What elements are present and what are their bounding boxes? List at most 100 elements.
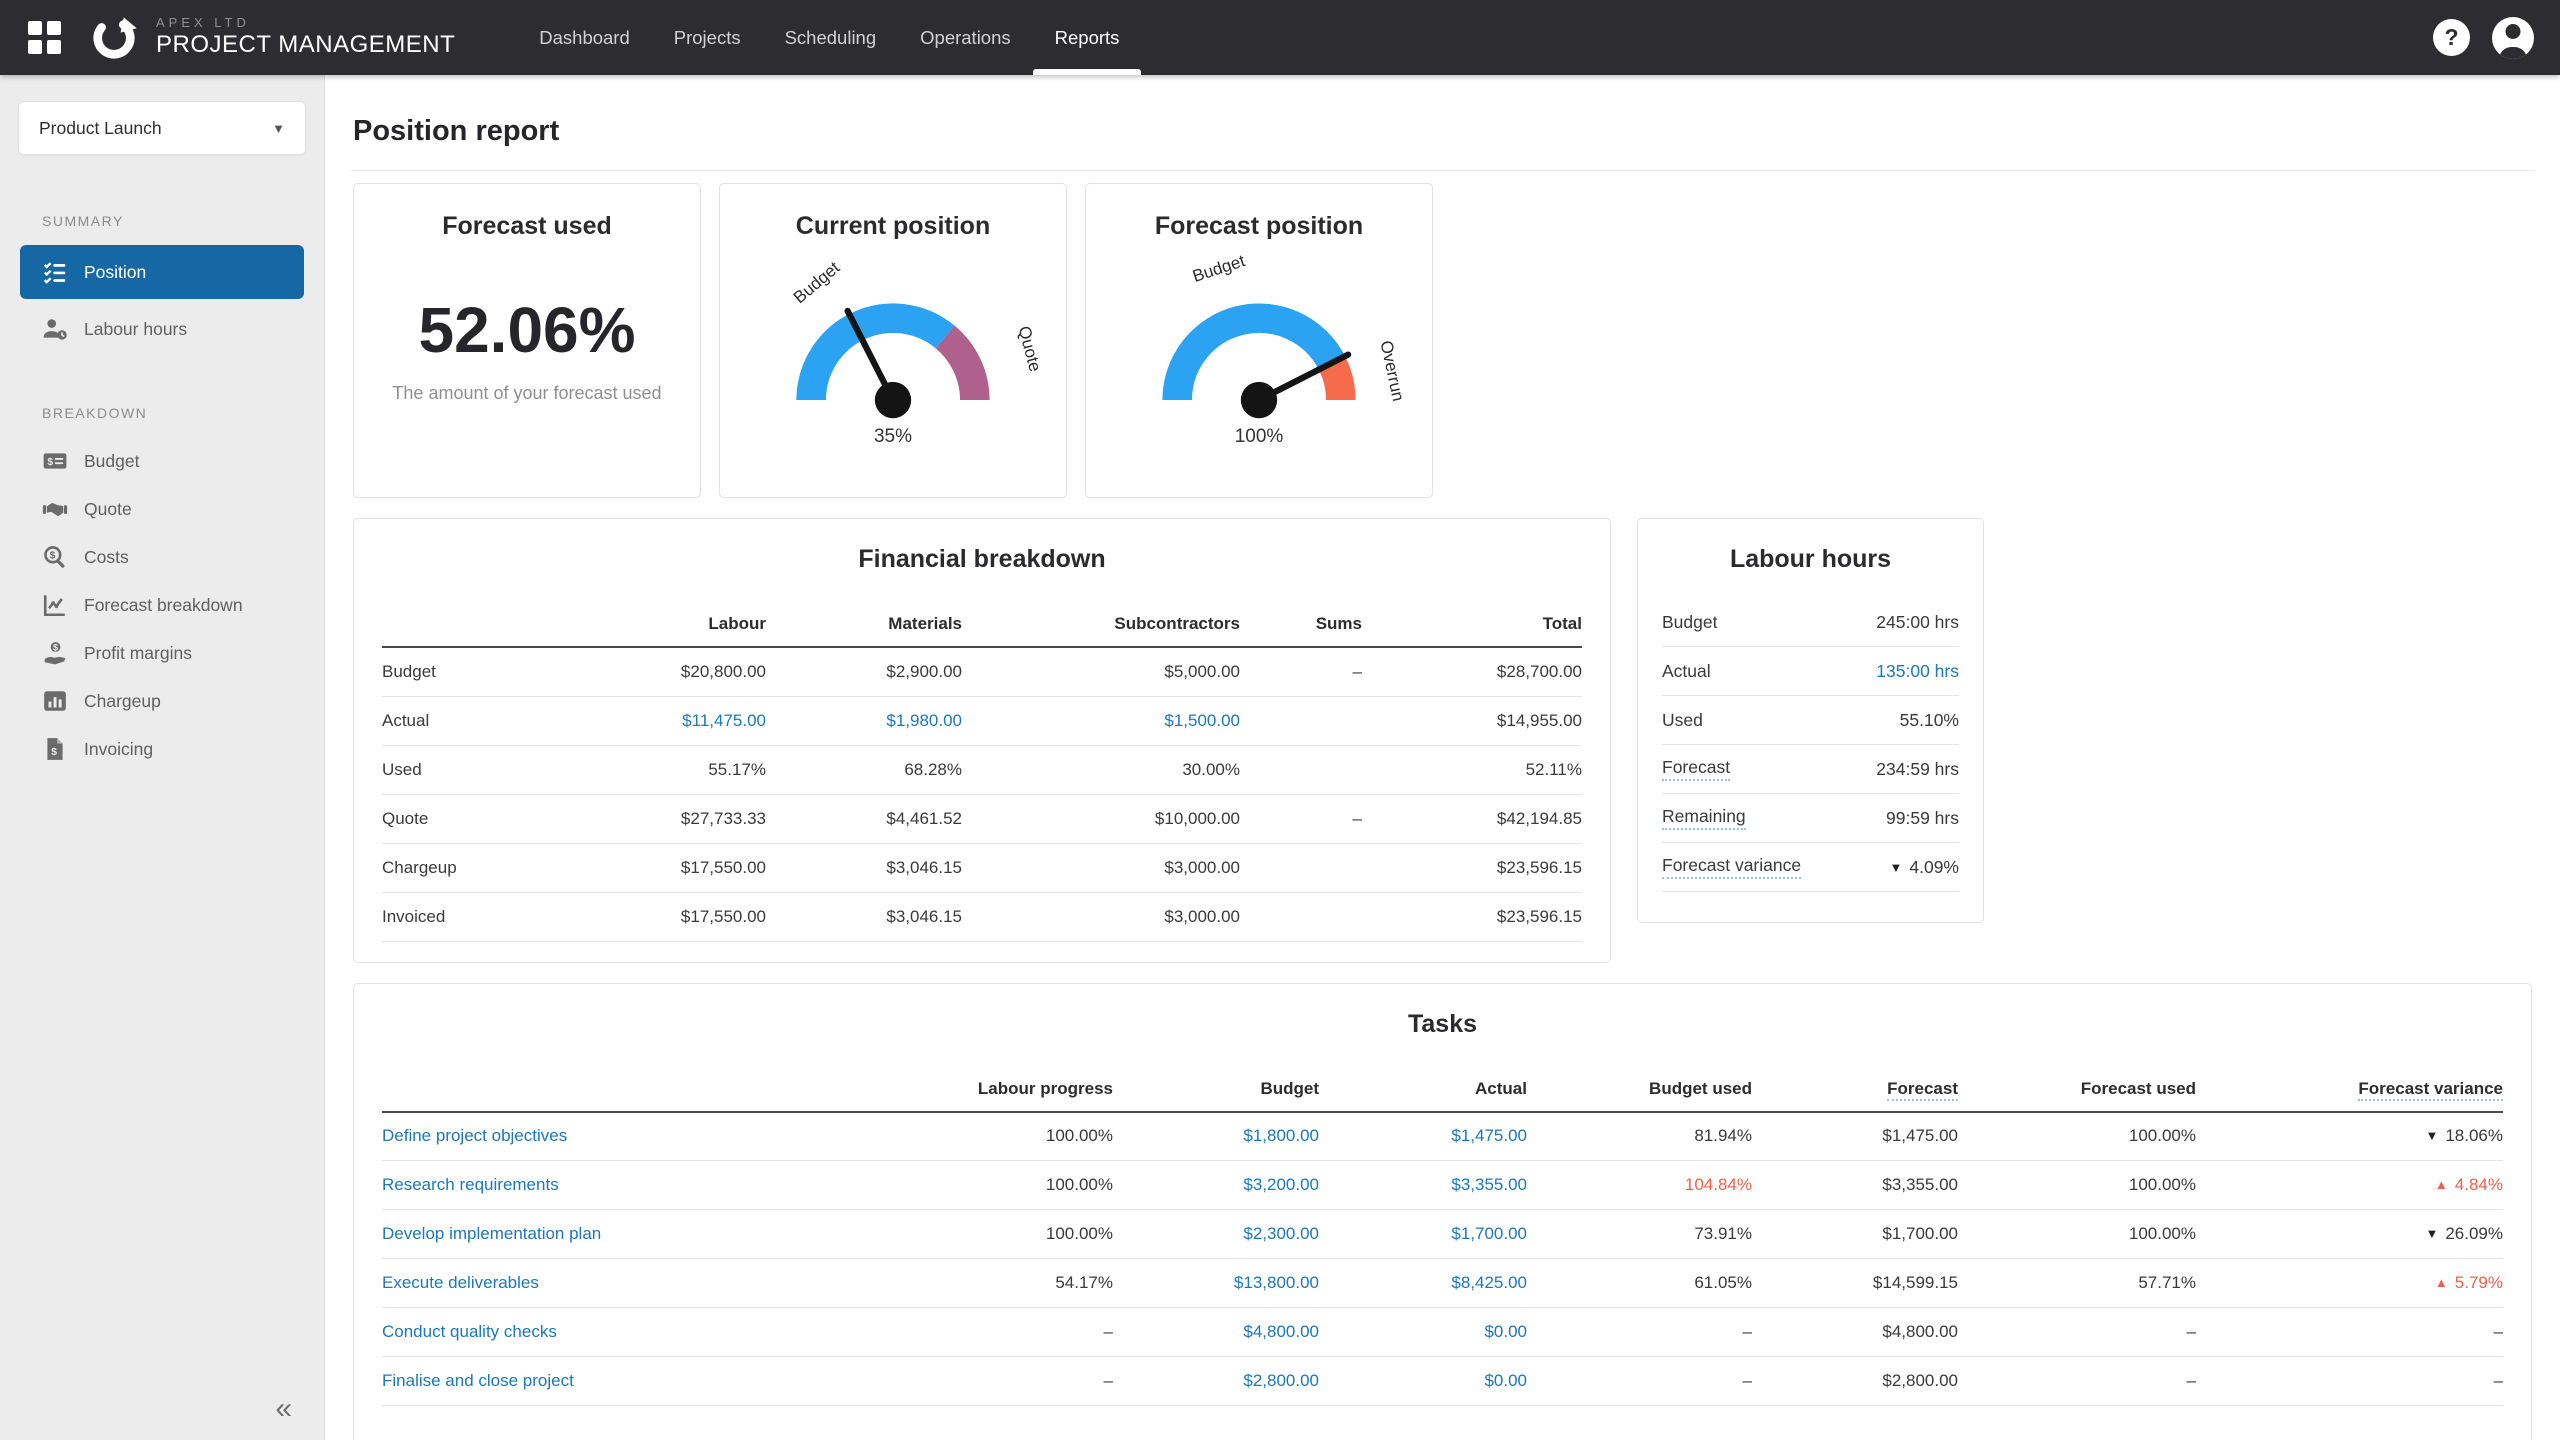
labour-hours-row-forecast-variance: Forecast variance ▼ 4.09% [1662,843,1959,892]
task-cell-actual[interactable]: $1,475.00 [1451,1126,1527,1146]
tasks-table-head: Labour progress Budget Actual Budget used Fo… [382,1064,2503,1113]
user-avatar-icon[interactable] [2492,16,2534,59]
financial-cell-used-labour: 55.17% [708,759,766,779]
nav-tab-reports[interactable]: Reports [1032,0,1142,75]
task-cell-forecast-used: 100.00% [2128,1224,2196,1243]
sidebar-item-chargeup[interactable]: Chargeup [0,677,324,725]
task-cell-actual[interactable]: $1,700.00 [1451,1224,1527,1243]
task-cell-budget[interactable]: $2,300.00 [1243,1224,1319,1243]
financial-row-label: Quote [382,794,566,844]
sidebar-item-labour-hours[interactable]: Labour hours [0,305,324,353]
sidebar-item-budget[interactable]: $ Budget [0,437,324,485]
task-cell-forecast: $2,800.00 [1882,1371,1958,1390]
tasks-row-finalise-and-close-project: Finalise and close project – $2,800.00 $0.0… [382,1356,2503,1406]
tasks-title: Tasks [1407,1009,1478,1038]
labour-hours-row-used: Used 55.10% [1662,696,1959,745]
tasks-col-budget: Budget [1113,1064,1319,1113]
project-selector[interactable]: Product Launch ▼ [18,101,306,155]
task-cell-labour-progress: 100.00% [1045,1175,1113,1194]
tasks-col-forecast-used: Forecast used [1958,1064,2196,1113]
tasks-col-label: Actual [1475,1078,1527,1098]
task-cell-forecast-used: – [2186,1322,2196,1341]
financial-cell-budget-sums: – [1352,661,1362,681]
top-navbar: APEX LTD PROJECT MANAGEMENT Dashboard Pro… [0,0,2560,75]
avatar-head [2505,23,2521,39]
task-cell-actual[interactable]: $0.00 [1484,1322,1527,1341]
labour-hours-card: Labour hours Budget 245:00 hrs Actual 135:0… [1637,518,1984,923]
financial-cell-invoiced-materials: $3,046.15 [886,906,962,926]
sidebar-item-quote[interactable]: Quote [0,485,324,533]
tasks-col-label: Forecast used [2080,1078,2196,1098]
nav-tab-scheduling[interactable]: Scheduling [784,26,877,48]
sidebar-section-summary: SUMMARY [42,213,124,229]
financial-col-subcontractors: Subcontractors [962,600,1240,648]
labour-hours-row-value: 99:59 hrs [1886,808,1959,829]
task-cell-forecast-used: 100.00% [2128,1175,2196,1194]
task-name-link[interactable]: Execute deliverables [382,1273,539,1292]
task-cell-budget[interactable]: $2,800.00 [1243,1371,1319,1390]
financial-cell-actual-subcontractors[interactable]: $1,500.00 [1164,710,1240,730]
financial-cell-actual-materials[interactable]: $1,980.00 [886,710,962,730]
labour-hours-value-text: 4.09% [1909,856,1959,877]
tasks-col-task-name [382,1064,813,1113]
sidebar-item-position[interactable]: Position [20,245,304,299]
task-cell-forecast: $4,800.00 [1882,1322,1958,1341]
task-name-link[interactable]: Research requirements [382,1175,559,1194]
labour-hours-value-text[interactable]: 135:00 hrs [1876,660,1959,681]
financial-cell-budget-materials: $2,900.00 [886,661,962,681]
financial-row-label: Budget [382,647,566,697]
nav-tab-dashboard[interactable]: Dashboard [539,26,630,48]
task-name-link[interactable]: Define project objectives [382,1126,568,1146]
financial-cell-used-subcontractors: 30.00% [1182,759,1240,779]
task-name-link[interactable]: Conduct quality checks [382,1322,557,1341]
sidebar-item-forecast-breakdown[interactable]: Forecast breakdown [0,581,324,629]
task-cell-forecast: $1,700.00 [1882,1224,1958,1243]
financial-cell-used-total: 52.11% [1525,759,1582,779]
task-cell-actual[interactable]: $8,425.00 [1451,1273,1527,1292]
variance-up-icon: ▲ [2434,1177,2448,1192]
sidebar-item-invoicing[interactable]: $ Invoicing [0,725,324,773]
financial-cell-invoiced-total: $23,596.15 [1496,906,1582,926]
labour-hours-row-value: 234:59 hrs [1876,759,1959,780]
task-cell-labour-progress: – [1103,1322,1113,1341]
tasks-table: Labour progress Budget Actual Budget used Fo… [382,1064,2503,1406]
task-cell-budget-used: 61.05% [1694,1273,1752,1292]
task-cell-budget[interactable]: $13,800.00 [1233,1273,1319,1292]
labour-hours-value-text: 55.10% [1899,709,1959,730]
sidebar-item-profit-margins[interactable]: $ Profit margins [0,629,324,677]
middle-row: Financial breakdown Labour Materials Subco… [353,518,2532,963]
task-cell-budget[interactable]: $1,800.00 [1243,1126,1319,1146]
labour-hours-row-label: Budget [1662,611,1718,632]
task-cell-actual[interactable]: $3,355.00 [1451,1175,1527,1194]
financial-row-label: Chargeup [382,843,566,893]
nav-tab-operations[interactable]: Operations [920,26,1011,48]
task-cell-actual[interactable]: $0.00 [1484,1371,1527,1390]
sidebar-collapse-button[interactable]: « [275,1392,292,1425]
sidebar-item-costs[interactable]: $ Costs [0,533,324,581]
task-cell-budget-used: 104.84% [1684,1175,1752,1194]
task-cell-labour-progress: 100.00% [1045,1224,1113,1243]
task-cell-budget[interactable]: $4,800.00 [1243,1322,1319,1341]
financial-cell-actual-labour[interactable]: $11,475.00 [682,710,766,730]
task-cell-forecast-variance: 18.06% [2445,1126,2503,1146]
svg-text:$: $ [51,747,57,758]
task-name-link[interactable]: Finalise and close project [382,1371,574,1390]
financial-table-head: Labour Materials Subcontractors Sums Total [382,600,1582,648]
task-cell-labour-progress: 100.00% [1045,1126,1113,1146]
task-cell-forecast-variance: 5.79% [2454,1273,2503,1292]
gauge-forecast-mount [1134,275,1384,419]
app-grid-icon[interactable] [28,20,62,55]
financial-row-budget: Budget $20,800.00 $2,900.00 $5,000.00 – $28,7… [382,647,1582,697]
task-name-link[interactable]: Develop implementation plan [382,1224,602,1243]
help-icon[interactable]: ? [2433,19,2470,56]
financial-breakdown-card: Financial breakdown Labour Materials Subco… [353,518,1611,963]
tasks-row-develop-implementation-plan: Develop implementation plan 100.00% $2,300… [382,1209,2503,1259]
brand-company: APEX LTD [156,15,250,31]
forecast-position-gauge: Budget Overrun [1134,251,1407,419]
task-cell-forecast-used: – [2186,1371,2196,1390]
task-cell-budget[interactable]: $3,200.00 [1243,1175,1319,1194]
nav-tab-projects[interactable]: Projects [673,26,741,48]
task-cell-forecast-variance: – [2493,1322,2503,1341]
sidebar-item-label: Labour hours [84,318,188,339]
financial-col-labour: Labour [566,600,766,648]
